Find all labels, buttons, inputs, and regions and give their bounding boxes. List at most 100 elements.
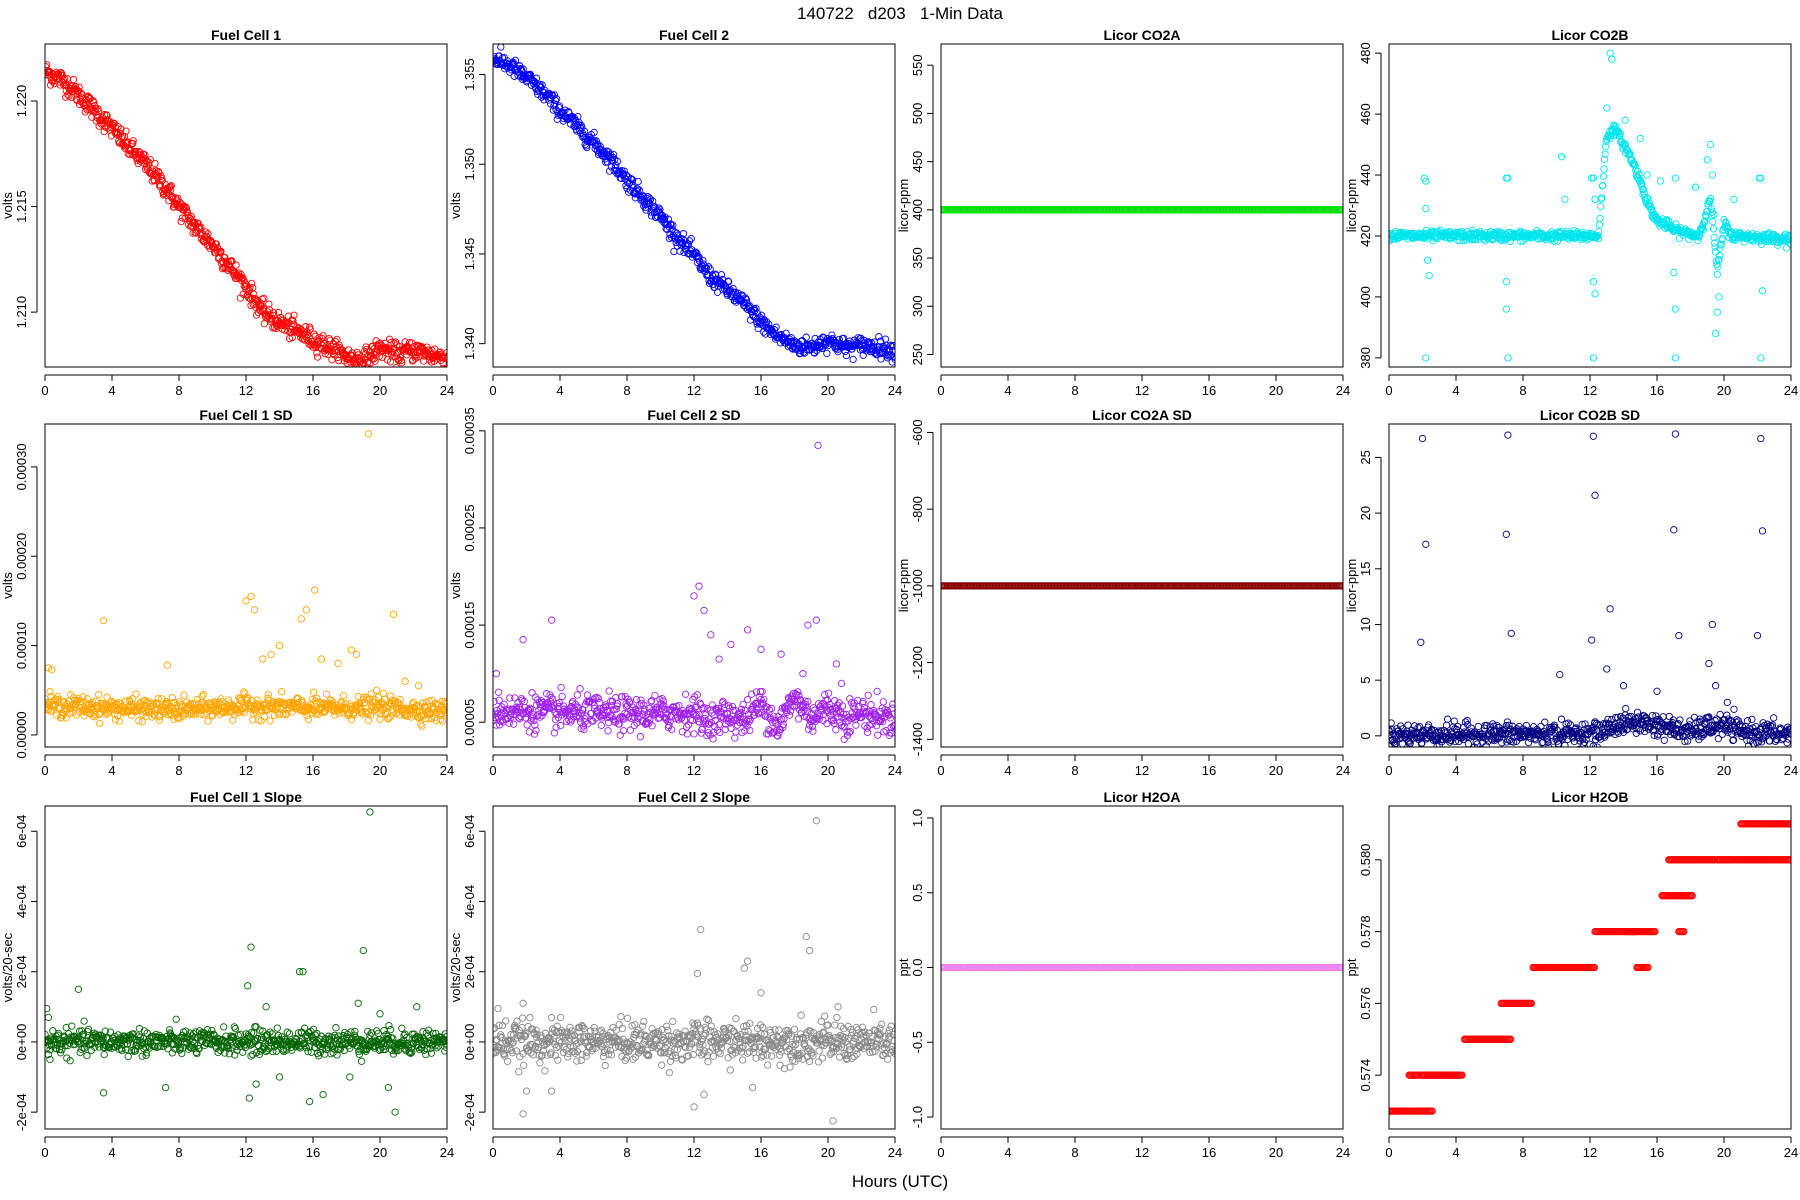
x-tick-label: 12	[1135, 383, 1149, 398]
x-tick-label: 4	[108, 383, 115, 398]
data-point	[240, 709, 248, 717]
data-point	[664, 215, 672, 223]
data-point	[418, 722, 426, 730]
data-point	[830, 719, 838, 727]
y-tick-label: 380	[1358, 347, 1373, 369]
data-point	[367, 690, 375, 698]
data-point	[103, 693, 111, 701]
data-point	[249, 716, 257, 724]
data-point	[1606, 49, 1614, 57]
data-point	[1701, 217, 1709, 225]
data-point	[552, 723, 560, 732]
data-point	[1339, 206, 1343, 214]
data-point	[1502, 305, 1510, 313]
data-point	[331, 337, 339, 346]
data-point	[727, 724, 735, 732]
data-point	[334, 659, 342, 668]
data-point	[779, 723, 787, 731]
data-point	[1423, 256, 1432, 264]
x-tick-label: 20	[1717, 383, 1731, 398]
data-point	[1758, 287, 1767, 295]
y-axis-label: volts	[448, 572, 463, 599]
data-point	[386, 713, 394, 721]
data-point	[812, 616, 820, 624]
data-point	[1705, 197, 1713, 205]
data-point	[1460, 728, 1469, 736]
data-point	[1389, 726, 1396, 734]
data-point	[703, 271, 712, 279]
data-point	[575, 714, 584, 722]
data-point	[282, 711, 290, 719]
data-point	[708, 275, 716, 283]
data-point	[313, 353, 322, 361]
data-point	[1543, 736, 1552, 744]
data-point	[668, 233, 676, 242]
data-point	[692, 712, 700, 720]
x-tick-label: 24	[1784, 383, 1798, 398]
data-point	[1474, 722, 1482, 731]
data-point	[1601, 142, 1610, 151]
data-point	[240, 688, 248, 696]
data-point	[779, 720, 787, 729]
data-point	[1502, 278, 1510, 286]
data-point	[247, 279, 256, 288]
x-tick-label: 12	[1583, 383, 1597, 398]
data-point	[708, 746, 711, 747]
data-point	[319, 332, 327, 340]
data-point	[129, 139, 137, 148]
data-point	[376, 339, 384, 347]
data-point	[694, 717, 703, 726]
data-point	[1610, 121, 1618, 129]
x-tick-label: 0	[489, 383, 496, 398]
data-point	[1782, 244, 1791, 252]
data-point	[691, 703, 699, 712]
figure-title: 140722 d203 1-Min Data	[797, 4, 1004, 23]
data-point	[612, 161, 620, 169]
data-point	[606, 713, 614, 722]
panel-title: Fuel Cell 1	[211, 27, 281, 43]
data-point	[890, 721, 895, 729]
data-point	[208, 712, 217, 720]
data-point	[558, 692, 566, 701]
data-point	[421, 703, 429, 711]
data-point	[1557, 715, 1566, 723]
data-point	[45, 69, 49, 77]
data-point	[245, 294, 253, 302]
x-tick-label: 12	[239, 383, 253, 398]
data-point	[129, 137, 137, 145]
data-point	[832, 726, 840, 734]
y-tick-label: 0.00000	[14, 711, 29, 758]
x-tick-label: 16	[1202, 383, 1216, 398]
data-point	[715, 655, 723, 663]
data-point	[618, 693, 626, 701]
data-point	[441, 708, 447, 716]
data-point	[389, 610, 398, 618]
data-point	[713, 726, 722, 734]
data-point	[410, 348, 419, 357]
data-point	[547, 616, 556, 624]
data-point	[244, 694, 252, 702]
data-point	[861, 722, 869, 730]
data-point	[1550, 237, 1558, 246]
data-point	[1598, 194, 1606, 202]
data-point	[1709, 218, 1717, 226]
data-point	[309, 688, 318, 696]
data-point	[1591, 195, 1599, 204]
data-point	[380, 695, 389, 703]
data-point	[266, 717, 274, 725]
data-point	[778, 715, 786, 723]
data-point	[155, 716, 164, 724]
data-point	[265, 300, 273, 308]
data-point	[364, 364, 372, 367]
data-point	[1716, 244, 1724, 252]
data-point	[336, 366, 341, 367]
series-fc2sd	[493, 441, 895, 747]
data-point	[767, 704, 776, 713]
data-point	[1504, 354, 1512, 362]
y-tick-label: 420	[1358, 225, 1373, 247]
data-point	[135, 717, 143, 725]
y-tick-label: 0.00005	[462, 699, 477, 746]
data-point	[1713, 308, 1721, 316]
data-point	[712, 271, 720, 279]
